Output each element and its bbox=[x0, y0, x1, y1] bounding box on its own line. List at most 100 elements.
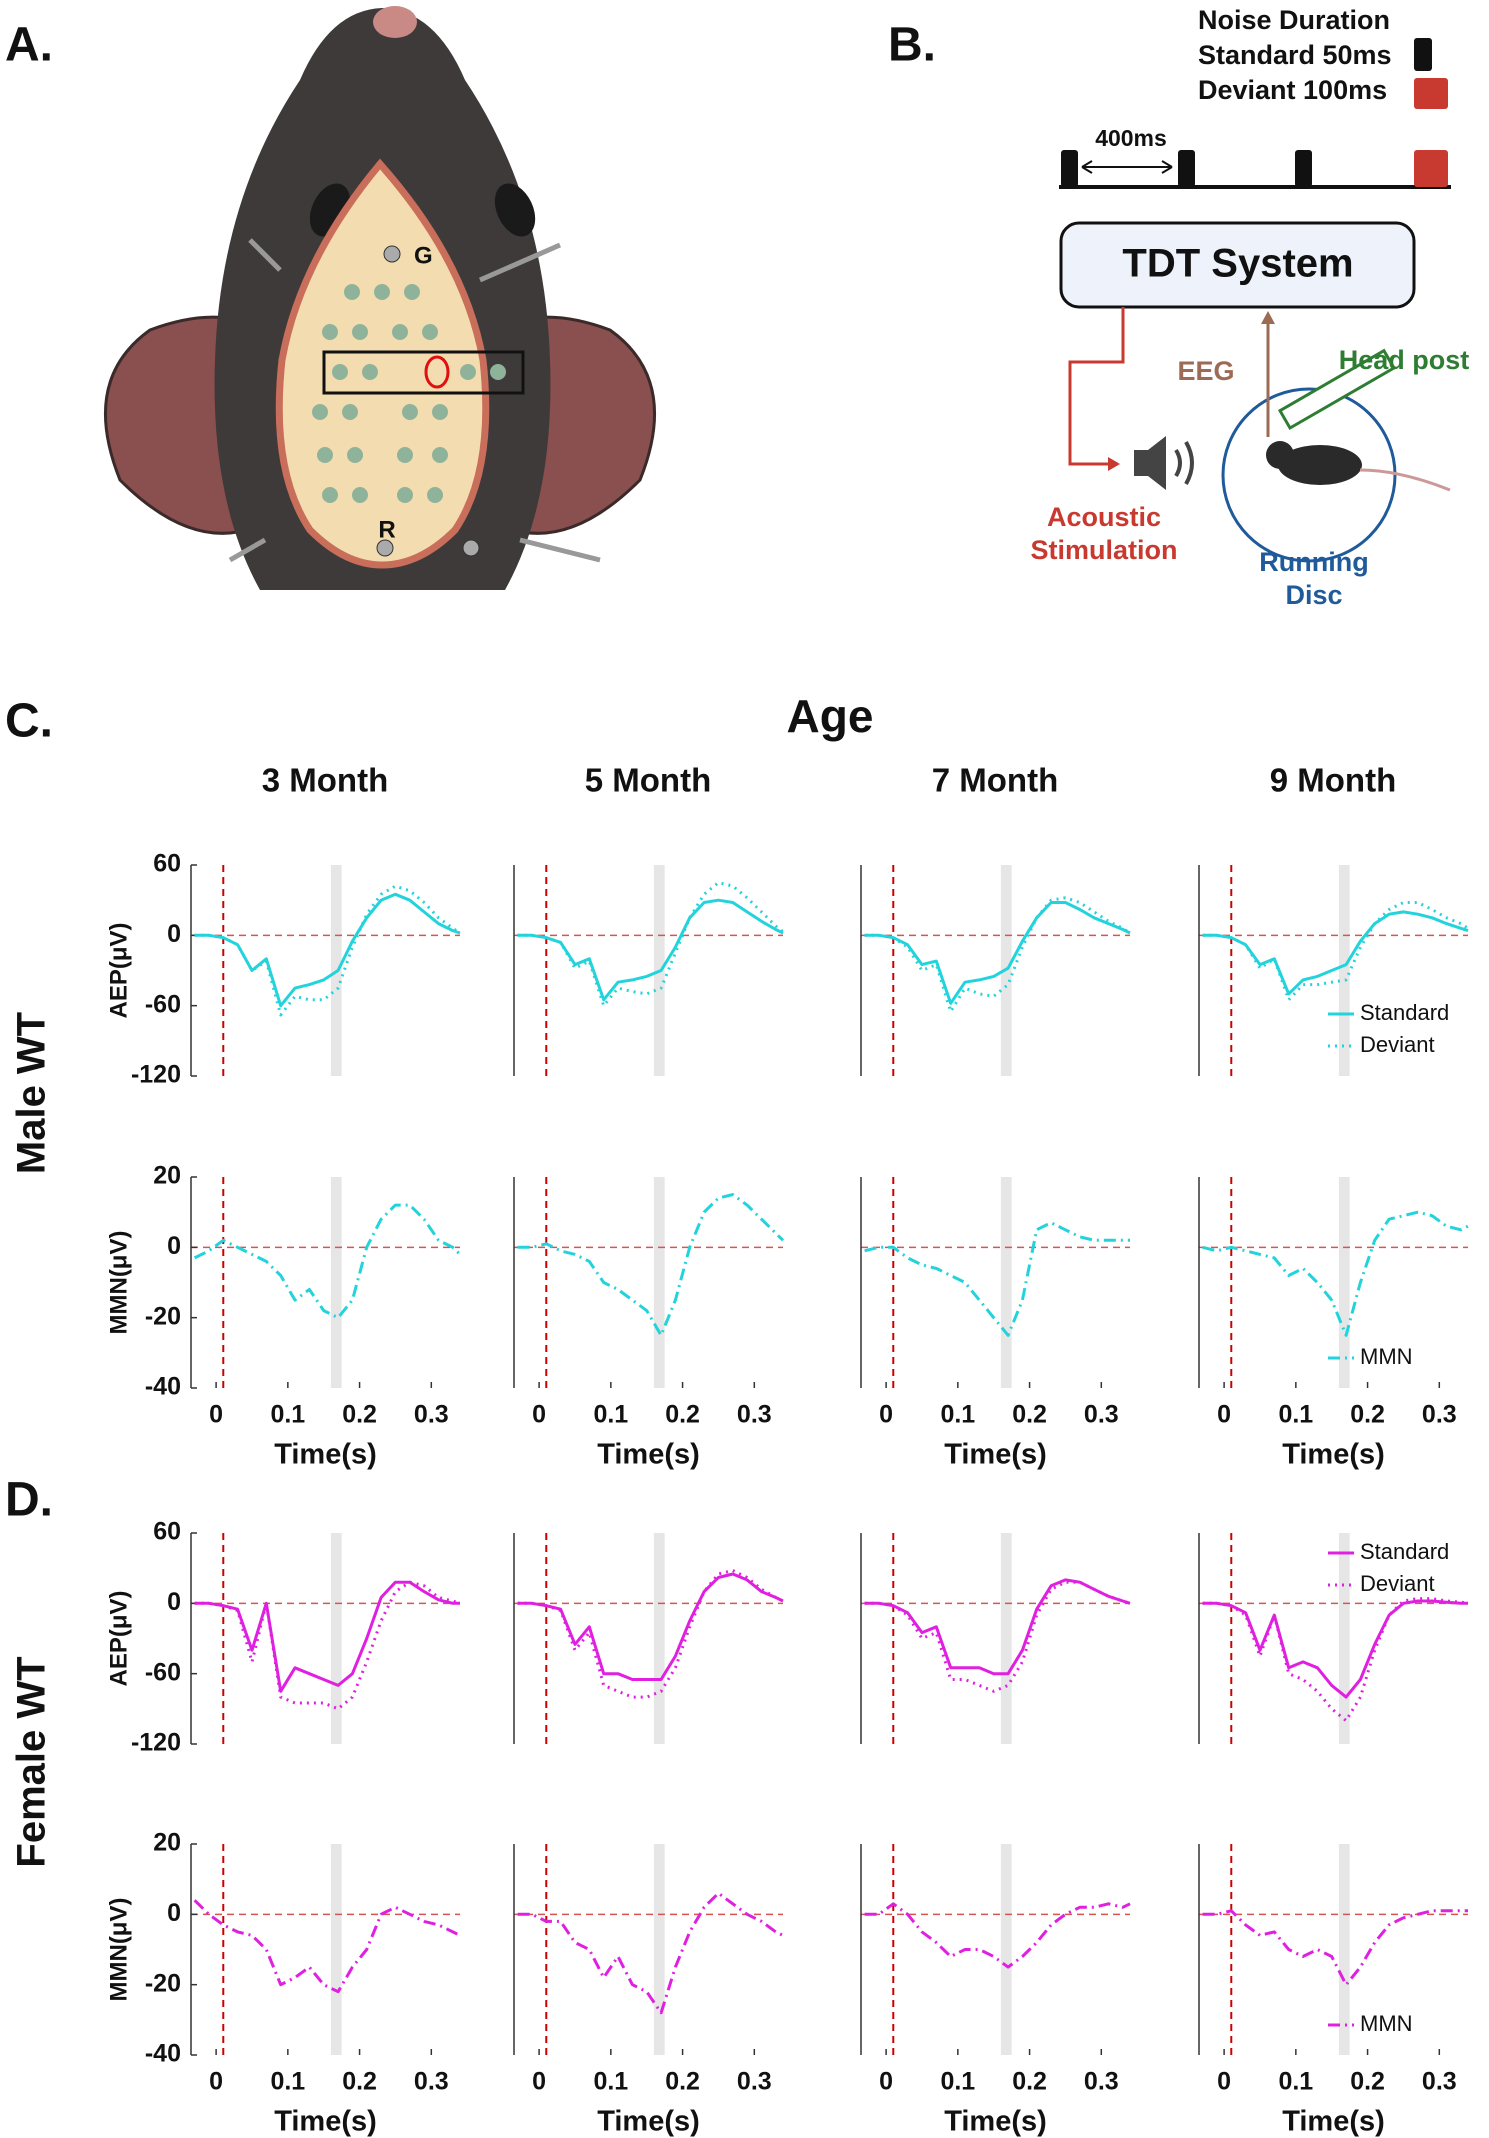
system-label: TDT System bbox=[1122, 242, 1353, 286]
highlight-band bbox=[653, 1844, 665, 2055]
data-line bbox=[194, 1580, 461, 1711]
x-axis-label: Time(s) bbox=[1282, 2106, 1385, 2138]
data-line bbox=[194, 1580, 460, 1693]
x-tick-label: 0.1 bbox=[593, 2068, 628, 2096]
x-tick-label: 0.1 bbox=[270, 2068, 305, 2096]
x-tick-label: 0 bbox=[1217, 1401, 1231, 1429]
data-line bbox=[517, 1572, 784, 1681]
y-tick-label: 0 bbox=[167, 920, 181, 948]
stim-arrow bbox=[1068, 307, 1125, 466]
data-line bbox=[1202, 1599, 1468, 1699]
x-tick-label: 0.1 bbox=[940, 1401, 975, 1429]
x-tick-label: 0.1 bbox=[1278, 2068, 1313, 2096]
x-tick-label: 0.3 bbox=[1422, 1401, 1457, 1429]
data-line bbox=[1202, 901, 1469, 1002]
data-line bbox=[864, 896, 1131, 1013]
data-line bbox=[864, 1221, 1130, 1337]
y-tick-label: 60 bbox=[153, 850, 181, 878]
x-tick-label: 0.2 bbox=[342, 1401, 377, 1429]
x-axis-label: Time(s) bbox=[944, 2106, 1047, 2138]
x-tick-label: 0 bbox=[209, 1401, 223, 1429]
stimulus bbox=[1178, 150, 1195, 187]
electrode-label: G bbox=[414, 242, 433, 269]
mouse-icon bbox=[1266, 441, 1294, 469]
panel-label: D. bbox=[5, 1474, 53, 1527]
data-line bbox=[864, 901, 1131, 1005]
arrow-head bbox=[1261, 311, 1275, 324]
x-tick-label: 0.3 bbox=[1084, 2068, 1119, 2096]
x-tick-label: 0.3 bbox=[737, 1401, 772, 1429]
y-tick-label: 60 bbox=[153, 1518, 181, 1546]
x-tick-label: 0.2 bbox=[342, 2068, 377, 2096]
highlight-band bbox=[330, 1177, 342, 1388]
highlight-band bbox=[653, 1177, 665, 1388]
legend-title: Noise Duration bbox=[1198, 5, 1390, 35]
data-line bbox=[1202, 1909, 1468, 1987]
y-tick-label: 0 bbox=[167, 1899, 181, 1927]
x-tick-label: 0.2 bbox=[1012, 2068, 1047, 2096]
data-line bbox=[864, 1902, 1131, 1969]
speaker-icon bbox=[1134, 436, 1166, 490]
interval-label: 400ms bbox=[1095, 125, 1167, 151]
column-title: 9 Month bbox=[1270, 762, 1396, 799]
x-tick-label: 0.1 bbox=[270, 1401, 305, 1429]
mouse-tail bbox=[1359, 468, 1451, 492]
x-axis-label: Time(s) bbox=[274, 2106, 377, 2138]
legend-label: Deviant bbox=[1360, 1571, 1435, 1596]
column-title: 3 Month bbox=[262, 762, 388, 799]
data-line bbox=[517, 1193, 785, 1337]
eeg-label: EEG bbox=[1177, 356, 1234, 386]
legend-text: Deviant 100ms bbox=[1198, 75, 1387, 105]
y-tick-label: 0 bbox=[167, 1232, 181, 1260]
data-line bbox=[864, 1580, 1131, 1693]
running-disc bbox=[1221, 387, 1397, 563]
x-tick-label: 0 bbox=[879, 2068, 893, 2096]
y-axis-label: AEP(μV) bbox=[105, 922, 132, 1018]
y-axis-label: MMN(μV) bbox=[105, 1231, 132, 1335]
y-tick-label: -20 bbox=[145, 1969, 181, 1997]
x-axis-label: Time(s) bbox=[597, 2106, 700, 2138]
head-post bbox=[1277, 348, 1396, 431]
y-tick-label: -40 bbox=[145, 1373, 181, 1401]
x-tick-label: 0.2 bbox=[665, 1401, 700, 1429]
head-post-label: Head post bbox=[1339, 345, 1470, 375]
x-tick-label: 0.3 bbox=[1084, 1401, 1119, 1429]
x-tick-label: 0.3 bbox=[414, 1401, 449, 1429]
x-tick-label: 0 bbox=[879, 1401, 893, 1429]
y-tick-label: -60 bbox=[145, 1658, 181, 1686]
data-line bbox=[517, 1891, 784, 2015]
legend-label: Standard bbox=[1360, 1539, 1449, 1564]
data-line bbox=[194, 892, 461, 1008]
highlight-band bbox=[330, 1844, 342, 2055]
x-tick-label: 0.3 bbox=[414, 2068, 449, 2096]
stimulus bbox=[1061, 150, 1078, 187]
y-axis-label: MMN(μV) bbox=[105, 1898, 132, 2002]
column-title: 5 Month bbox=[585, 762, 711, 799]
stimulus bbox=[1414, 150, 1448, 187]
x-axis-label: Time(s) bbox=[274, 1439, 377, 1471]
mouse-icon bbox=[1278, 445, 1362, 485]
data-line bbox=[864, 1578, 1131, 1676]
legend-text: Standard 50ms bbox=[1198, 40, 1392, 70]
x-tick-label: 0.3 bbox=[737, 2068, 772, 2096]
highlight-band bbox=[1338, 1177, 1350, 1388]
panel-label: B. bbox=[888, 19, 936, 72]
electrode-label: R bbox=[378, 516, 395, 543]
row-title: Female WT bbox=[10, 1656, 54, 1867]
data-line bbox=[517, 898, 784, 1002]
y-tick-label: -40 bbox=[145, 2040, 181, 2068]
data-line bbox=[1202, 1210, 1469, 1337]
row-title: Male WT bbox=[10, 1012, 54, 1174]
disc-label: Running bbox=[1259, 547, 1368, 577]
highlight-band bbox=[330, 1533, 342, 1744]
sound-waves bbox=[1174, 441, 1194, 485]
y-tick-label: -120 bbox=[131, 1729, 181, 1757]
stimulus bbox=[1295, 150, 1312, 187]
y-tick-label: -120 bbox=[131, 1061, 181, 1089]
mouse-illustration bbox=[103, 6, 657, 590]
y-tick-label: 0 bbox=[167, 1588, 181, 1616]
x-tick-label: 0.2 bbox=[665, 2068, 700, 2096]
deviant-swatch bbox=[1414, 78, 1448, 109]
panel-label: A. bbox=[5, 19, 53, 72]
y-tick-label: 20 bbox=[153, 1162, 181, 1190]
